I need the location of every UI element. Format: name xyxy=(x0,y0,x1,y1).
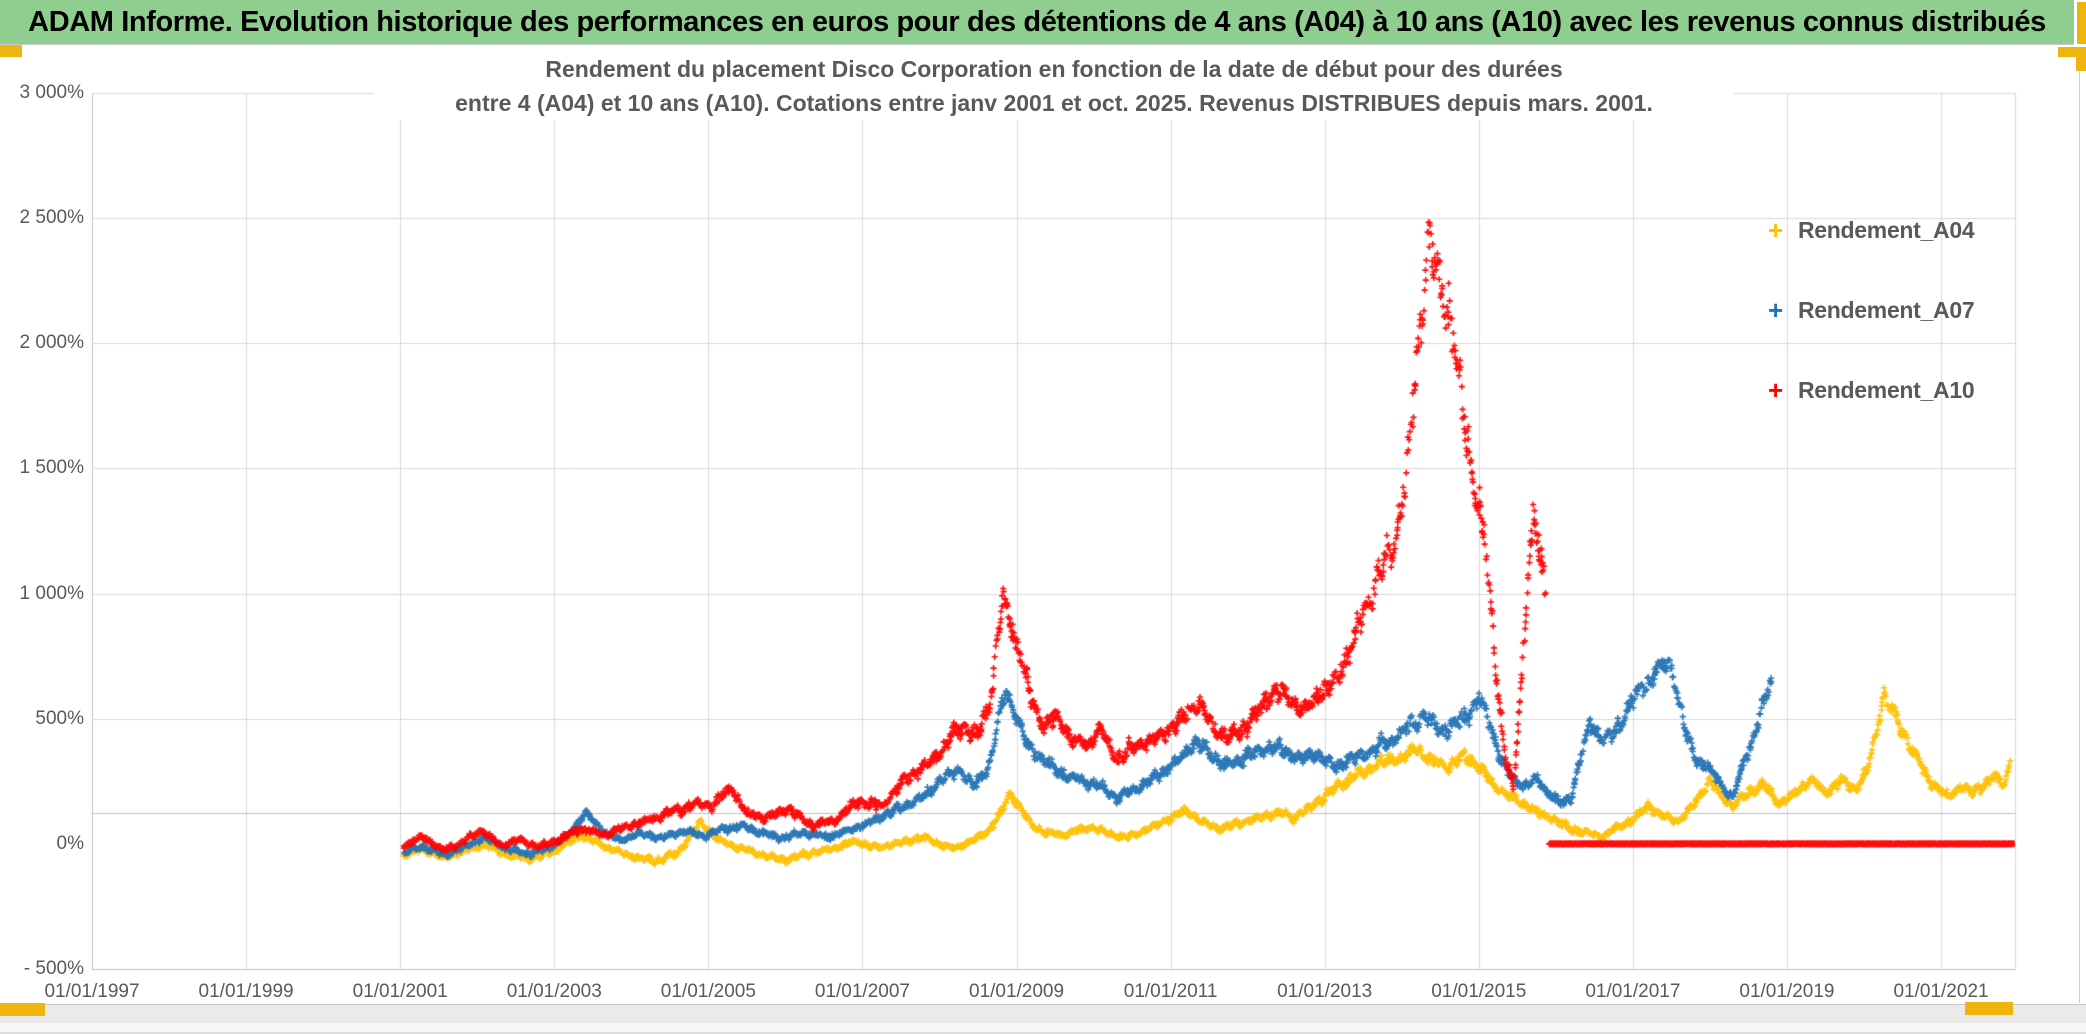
x-tick-label: 01/01/2001 xyxy=(352,981,448,1002)
plus-marker-icon: + xyxy=(1768,295,1784,325)
x-tick-label: 01/01/2011 xyxy=(1123,981,1218,1002)
x-tick-label: 01/01/2005 xyxy=(660,981,756,1002)
y-tick-label: 1 000% xyxy=(19,582,84,604)
sheet-row-light xyxy=(0,1023,2086,1034)
sheet-row-gray xyxy=(0,1005,2086,1023)
sheet-bottom-rows xyxy=(0,1004,2086,1034)
gold-border-banner-right xyxy=(2077,2,2086,44)
legend-label-a04: Rendement_A04 xyxy=(1798,216,1975,243)
legend-item-a07[interactable]: + Rendement_A07 xyxy=(1768,270,2008,350)
plus-marker-icon: + xyxy=(1768,215,1784,245)
gold-border-top-right-h xyxy=(2058,47,2086,57)
x-tick-label: 01/01/1999 xyxy=(198,981,294,1002)
sheet-row-divider xyxy=(0,1004,2086,1005)
plus-marker-icon: + xyxy=(1768,375,1784,405)
legend-label-a10: Rendement_A10 xyxy=(1798,376,1975,403)
y-tick-label: 1 500% xyxy=(19,457,84,479)
gold-border-bottom-right xyxy=(1965,1002,2013,1015)
legend-item-a10[interactable]: + Rendement_A10 xyxy=(1768,350,2008,430)
y-tick-label: - 500% xyxy=(23,958,84,979)
x-tick-label: 01/01/2009 xyxy=(968,981,1065,1002)
x-tick-label: 01/01/2015 xyxy=(1431,981,1527,1002)
gold-border-top-right-v xyxy=(2076,47,2086,71)
y-tick-label: 500% xyxy=(35,707,84,729)
chart-title-line1: Rendement du placement Disco Corporation… xyxy=(545,56,1563,82)
x-tick-label: 01/01/2013 xyxy=(1277,981,1373,1002)
y-tick-label: 0% xyxy=(56,832,84,854)
gold-border-bottom-left xyxy=(0,1003,45,1016)
x-tick-label: 01/01/2007 xyxy=(814,981,910,1002)
legend-label-a07: Rendement_A07 xyxy=(1798,296,1975,323)
chart-title: Rendement du placement Disco Corporation… xyxy=(374,52,1734,120)
chart-legend: + Rendement_A04 + Rendement_A07 + Rendem… xyxy=(1768,190,2008,430)
sheet-column-border xyxy=(2079,70,2080,1003)
y-tick-label: 3 000% xyxy=(19,82,84,103)
y-tick-label: 2 000% xyxy=(19,332,84,354)
x-tick-label: 01/01/2003 xyxy=(506,981,602,1002)
x-tick-label: 01/01/1997 xyxy=(44,981,140,1002)
chart-title-line2: entre 4 (A04) et 10 ans (A10). Cotations… xyxy=(455,90,1653,116)
legend-item-a04[interactable]: + Rendement_A04 xyxy=(1768,190,2008,270)
gold-border-top-left xyxy=(0,45,22,57)
y-tick-label: 2 500% xyxy=(19,207,84,229)
x-tick-label: 01/01/2021 xyxy=(1893,981,1989,1002)
x-tick-label: 01/01/2019 xyxy=(1739,981,1835,1002)
x-tick-label: 01/01/2017 xyxy=(1585,981,1681,1002)
